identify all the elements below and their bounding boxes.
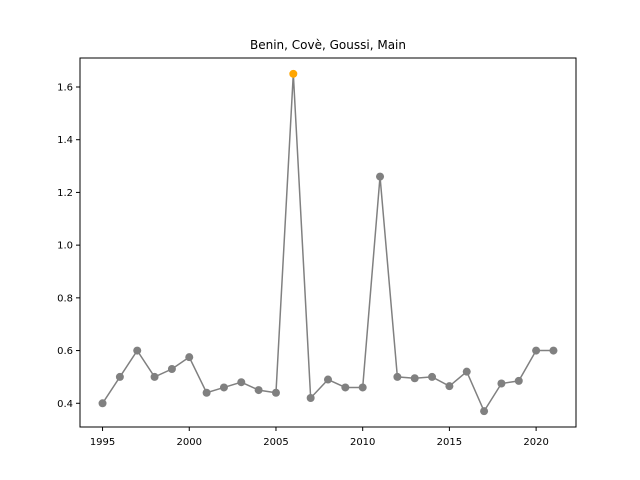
data-point <box>480 407 489 416</box>
data-point <box>341 383 350 392</box>
data-point <box>393 372 402 381</box>
data-point <box>376 172 385 181</box>
x-tick-label: 2010 <box>350 437 375 448</box>
y-tick-label: 1.2 <box>57 188 73 199</box>
data-point <box>532 346 541 355</box>
data-point <box>497 379 506 388</box>
data-point <box>185 353 194 362</box>
data-point <box>514 376 523 385</box>
x-tick-label: 2020 <box>523 437 548 448</box>
x-axis: 1995 2000 2005 2010 2015 2020 <box>90 427 549 448</box>
data-point <box>306 394 315 403</box>
y-axis: 0.4 0.6 0.8 1.0 1.2 1.4 1.6 <box>57 82 80 410</box>
data-point <box>254 386 263 395</box>
data-point <box>202 388 211 397</box>
chart-title: Benin, Covè, Goussi, Main <box>250 38 406 52</box>
y-tick-label: 1.6 <box>57 82 73 93</box>
x-tick-label: 2015 <box>437 437 462 448</box>
y-tick-label: 0.4 <box>57 399 73 410</box>
plot-frame <box>79 57 577 428</box>
data-point <box>167 365 176 374</box>
data-point <box>133 346 142 355</box>
data-point <box>98 399 107 408</box>
y-tick-label: 0.6 <box>57 346 73 357</box>
data-point <box>237 378 246 387</box>
data-point <box>358 383 367 392</box>
x-tick-label: 1995 <box>90 437 115 448</box>
y-tick-label: 1.0 <box>57 241 73 252</box>
data-point <box>445 382 454 391</box>
data-point <box>324 375 332 384</box>
data-point <box>271 388 280 397</box>
series-layer <box>98 69 558 416</box>
highlight-point <box>289 69 298 78</box>
data-point <box>428 372 437 381</box>
x-tick-label: 2005 <box>263 437 288 448</box>
data-point <box>150 372 159 381</box>
data-point <box>462 367 471 376</box>
data-point <box>115 372 124 381</box>
data-point <box>410 374 419 383</box>
y-tick-label: 1.4 <box>57 135 73 146</box>
y-tick-label: 0.8 <box>57 293 73 304</box>
data-point <box>219 383 228 392</box>
data-point <box>549 346 558 355</box>
x-tick-label: 2000 <box>177 437 202 448</box>
